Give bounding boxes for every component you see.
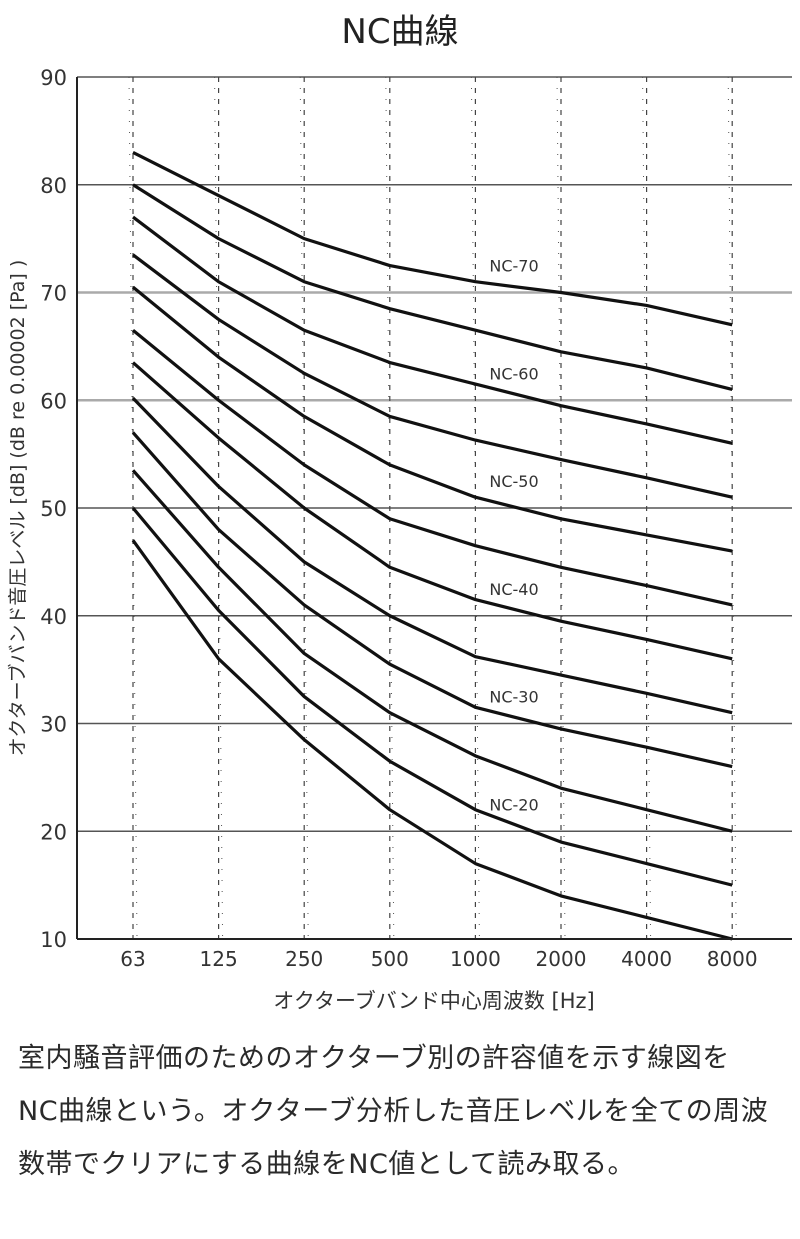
y-tick-label: 20	[40, 820, 67, 844]
nc-curve-line	[131, 539, 733, 941]
curve-label: NC-30	[489, 688, 538, 707]
nc-curve-line	[132, 183, 733, 392]
x-gridline-ticks	[727, 76, 737, 940]
x-gridline-ticks	[385, 76, 395, 940]
x-tick-label: 500	[371, 947, 409, 971]
x-gridline-ticks	[556, 76, 566, 940]
y-tick-label: 60	[40, 389, 67, 413]
description-line: NC曲線という。オクターブ分析した音圧レベルを全ての周波	[18, 1096, 769, 1127]
y-tick-label: 70	[40, 282, 67, 306]
nc-curve-line	[131, 469, 733, 833]
nc-curve-line	[131, 361, 733, 661]
label-layer: NC-70 NC-60 NC-50 NC-40 NC-30 NC-20	[489, 257, 538, 815]
curve-label: NC-60	[489, 364, 538, 383]
x-gridline-ticks	[128, 76, 138, 940]
y-axis-title: オクターブバンド音圧レベル [dB] (dB re 0.00002 [Pa] )	[6, 260, 29, 756]
y-tick-label: 30	[40, 713, 67, 737]
description-text: 室内騒音評価のためのオクターブ別の許容値を示す線図を NC曲線という。オクターブ…	[18, 1032, 788, 1191]
grid-layer	[77, 76, 792, 940]
curve-label: NC-20	[489, 795, 538, 814]
nc-curve-line	[131, 506, 733, 887]
axis-layer: 10 20 30 40 50 60 70 80 90 63 125 250 500 1000 2000 400…	[6, 66, 792, 1013]
x-gridline-ticks	[214, 76, 224, 940]
y-tick-label: 10	[40, 928, 67, 952]
y-tick-label: 40	[40, 605, 67, 629]
x-tick-label: 63	[120, 947, 145, 971]
x-tick-label: 125	[200, 947, 238, 971]
curve-label: NC-70	[489, 257, 538, 276]
curve-label: NC-50	[489, 472, 538, 491]
nc-curve-chart: NC-70 NC-60 NC-50 NC-40 NC-30 NC-20 10 20 30 40 5…	[6, 66, 792, 1013]
x-tick-label: 4000	[621, 947, 672, 971]
description-line: 室内騒音評価のためのオクターブ別の許容値を示す線図を	[18, 1043, 730, 1074]
description-line: 数帯でクリアにする曲線をNC値として読み取る。	[18, 1149, 636, 1180]
x-axis-title: オクターブバンド中心周波数 [Hz]	[273, 989, 594, 1013]
x-gridline-ticks	[299, 76, 309, 940]
chart-title: NC曲線	[341, 12, 459, 52]
nc-curve-line	[132, 215, 733, 445]
x-tick-label: 8000	[707, 947, 758, 971]
series-layer	[131, 150, 733, 941]
x-tick-label: 250	[285, 947, 323, 971]
nc-curve-line	[132, 150, 733, 327]
nc-curve-line	[131, 396, 733, 715]
y-tick-label: 90	[40, 66, 67, 90]
x-tick-label: 1000	[450, 947, 501, 971]
x-gridline-ticks	[642, 76, 652, 940]
nc-curve-line	[132, 253, 733, 499]
y-tick-label: 80	[40, 174, 67, 198]
nc-curve-line	[131, 431, 733, 769]
curve-label: NC-40	[489, 580, 538, 599]
x-gridline-ticks	[470, 76, 480, 940]
y-tick-label: 50	[40, 497, 67, 521]
nc-curve-line	[131, 328, 733, 607]
x-tick-label: 2000	[536, 947, 587, 971]
nc-curve-line	[131, 285, 733, 553]
